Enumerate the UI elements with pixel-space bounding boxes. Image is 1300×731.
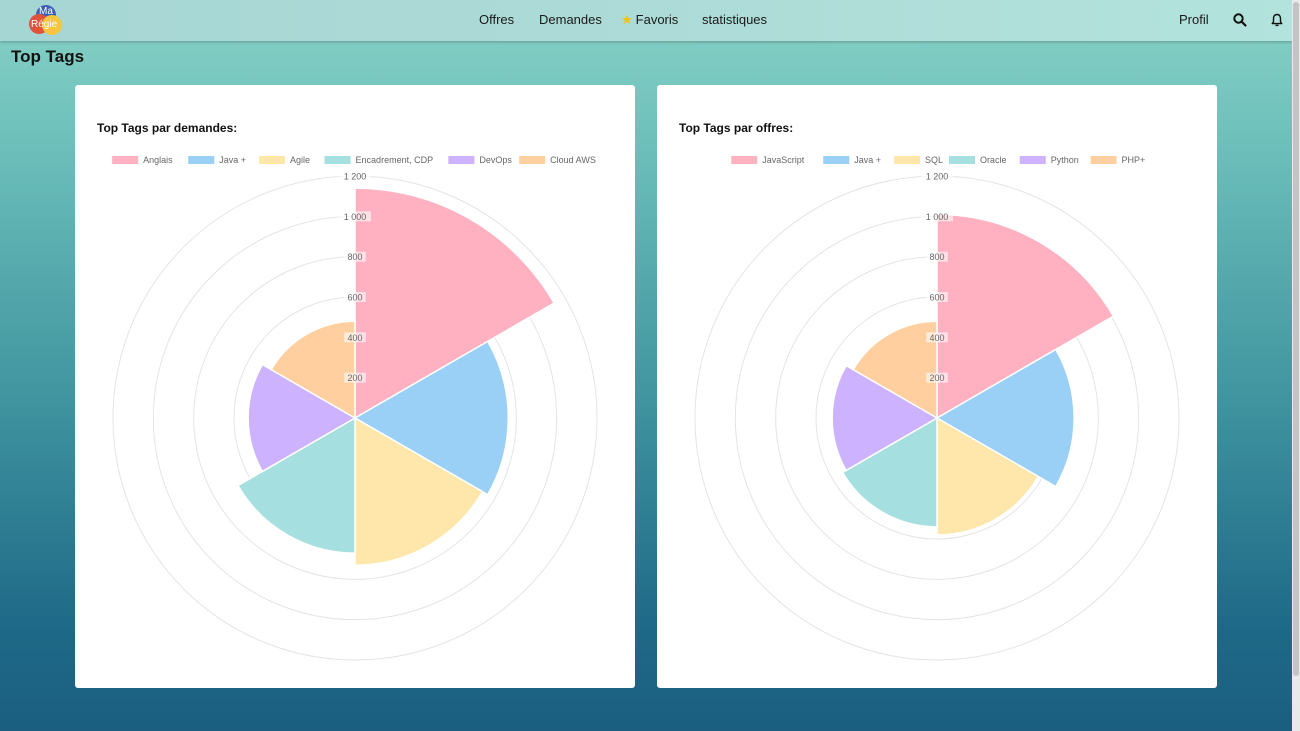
legend-label: Cloud AWS [550,155,596,165]
tick-label-bg [344,372,366,383]
scrollbar-thumb[interactable] [1293,2,1299,676]
search-icon[interactable] [1232,12,1248,28]
legend-label: PHP+ [1122,155,1146,165]
sector-anglais [354,187,556,420]
legend-item-java: Java + [188,155,246,165]
sector-cloud-aws [270,320,356,420]
tick-label-bg [926,332,948,343]
legend-item-python: Python [1019,155,1079,165]
chart-title-offres: Top Tags par offres: [679,121,794,135]
legend-label: DevOps [479,155,512,165]
tick-label-bg [921,211,953,222]
polar-chart-demandes: 200 400 600 800 1 000 1 200 Anglais Java + Agile… [112,155,598,661]
tick-label: 1 200 [344,172,367,182]
sector-devops [247,363,357,473]
top-navbar: Ma Régie Offres Demandes ★ Favoris statis… [0,0,1292,41]
tick-label: 200 [929,373,944,383]
legend-swatch [1090,156,1117,164]
legend-item-encadrement-cdp: Encadrement, CDP [324,155,434,165]
legend-item-agile: Agile [259,155,310,165]
nav-link-offres[interactable]: Offres [479,12,515,27]
nav-link-favoris[interactable]: ★ Favoris [621,12,678,28]
legend-item-oracle: Oracle [948,155,1007,165]
tick-label: 1 200 [926,172,949,182]
chart-card-offres: Top Tags par offres: 200 400 600 800 1 000 1 … [657,85,1217,688]
legend-label: Agile [290,155,310,165]
tick-label-bg [921,171,953,181]
legend-swatch [448,156,475,164]
chart-title-demandes: Top Tags par demandes: [97,121,238,135]
sector-php [852,320,938,420]
legend-swatch [112,156,139,164]
legend-swatch [823,156,850,164]
app-logo[interactable]: Ma Régie [27,4,65,35]
sector-java [353,340,510,496]
tick-label: 200 [347,373,362,383]
chart-card-demandes: Top Tags par demandes: 200 400 600 800 1 000… [75,85,635,688]
page-title: Top Tags [11,47,85,66]
star-icon: ★ [621,12,633,27]
legend-item-java: Java + [823,155,881,165]
legend-item-php: PHP+ [1090,155,1146,165]
legend-item-cloud-aws: Cloud AWS [519,155,596,165]
sector-python [831,364,939,472]
main-nav: Offres Demandes ★ Favoris statistiques Pr… [0,12,1292,30]
tick-label: 600 [347,293,362,303]
tick-label: 400 [929,333,944,343]
logo-text-bottom: Régie [31,19,58,30]
nav-link-statistiques[interactable]: statistiques [702,12,768,27]
legend-swatch [948,156,975,164]
tick-label-bg [344,332,366,343]
legend-swatch [894,156,921,164]
legend-swatch [1019,156,1046,164]
legend-label: SQL [925,155,943,165]
nav-link-favoris-label: Favoris [635,12,679,27]
polar-chart-offres: 200 400 600 800 1 000 1 200 JavaScript Java + SQ… [694,155,1180,661]
tick-label: 800 [347,252,362,262]
tick-label: 1 000 [344,212,367,222]
logo-circle-yellow [42,15,62,35]
legend-item-sql: SQL [894,155,943,165]
sector-javascript [936,213,1115,420]
sector-sql [936,416,1040,536]
legend-item-devops: DevOps [448,155,512,165]
page-scrollbar[interactable] [1292,0,1300,731]
sector-java [935,348,1075,488]
bell-icon[interactable] [1269,12,1285,28]
tick-label-bg [926,372,948,383]
tick-label-bg [926,251,948,262]
logo-text-top: Ma [39,6,53,17]
legend-swatch [731,156,758,164]
sector-encadrement-cdp [236,416,356,554]
legend-swatch [324,156,351,164]
legend-label: Anglais [143,155,173,165]
tick-label-bg [339,171,371,181]
tick-label: 600 [929,293,944,303]
tick-label: 800 [929,252,944,262]
legend-label: JavaScript [762,155,805,165]
sector-agile [354,416,484,566]
legend-item-javascript: JavaScript [731,155,805,165]
legend-label: Encadrement, CDP [356,155,434,165]
legend-label: Oracle [980,155,1007,165]
legend-label: Java + [854,155,881,165]
tick-label-bg [344,251,366,262]
legend-label: Java + [219,155,246,165]
tick-label-bg [339,211,371,222]
legend-swatch [188,156,215,164]
tick-label: 400 [347,333,362,343]
legend-item-anglais: Anglais [112,155,173,165]
legend-swatch [519,156,546,164]
legend-label: Python [1051,155,1079,165]
tick-label-bg [344,292,366,302]
sector-oracle [841,416,938,528]
tick-label-bg [926,292,948,302]
legend-swatch [259,156,286,164]
nav-link-profil[interactable]: Profil [1179,12,1209,27]
nav-link-demandes[interactable]: Demandes [539,12,602,27]
tick-label: 1 000 [926,212,949,222]
